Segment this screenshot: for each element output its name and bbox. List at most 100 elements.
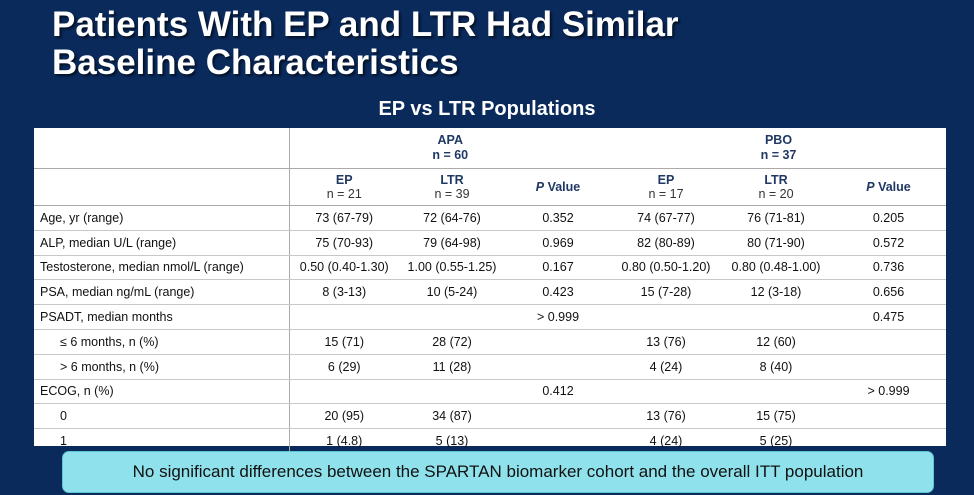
slide-title: Patients With EP and LTR Had Similar Bas… <box>52 6 679 82</box>
group-header-apa: APA n = 60 <box>288 128 611 169</box>
table-cell: 72 (64-76) <box>399 205 505 231</box>
baseline-characteristics-table: APA n = 60 PBO n = 37 EP n = 21 LTR n = … <box>34 128 946 453</box>
table-cell: 12 (3-18) <box>721 279 831 306</box>
table-cell: 4 (24) <box>649 434 683 449</box>
table-cell <box>288 304 399 330</box>
table-cell: 79 (64-98) <box>399 230 505 256</box>
baseline-table-container: APA n = 60 PBO n = 37 EP n = 21 LTR n = … <box>34 128 946 453</box>
table-cell <box>831 354 946 380</box>
subheader-apa-pvalue: P Value <box>505 169 611 206</box>
table-cell: 0.475 <box>831 304 946 330</box>
table-cell: 8 (40) <box>721 354 831 380</box>
table-cell: 0.50 (0.40-1.30) <box>288 255 399 281</box>
subheader-n: n = 21 <box>326 187 362 201</box>
row-label: > 6 months, n (%) <box>34 354 289 380</box>
table-cell: 0.205 <box>831 205 946 231</box>
table-cell: 0.412 <box>505 379 611 405</box>
p-letter: P <box>535 180 545 194</box>
table-cell: 10 (5-24) <box>399 279 505 306</box>
row-label: PSA, median ng/mL (range) <box>34 279 289 306</box>
group-n: n = 37 <box>760 148 797 162</box>
group-name: APA <box>437 133 463 147</box>
table-cell <box>831 329 946 355</box>
table-cell <box>505 354 611 380</box>
table-cell: 11 (28) <box>399 354 505 380</box>
table-subtitle: EP vs LTR Populations <box>378 98 596 120</box>
table-cell <box>399 379 505 405</box>
table-cell: 80 (71-90) <box>721 230 831 256</box>
subheader-name: LTR <box>764 173 788 187</box>
table-row: ALP, median U/L (range) 75 (70-93) 79 (64-… <box>34 230 946 256</box>
row-label: ≤ 6 months, n (%) <box>34 329 289 355</box>
row-label: Testosterone, median nmol/L (range) <box>34 255 289 281</box>
table-cell: > 0.999 <box>831 379 946 405</box>
table-row: 0 20 (95) 34 (87) 13 (76) 15 (75) <box>34 403 946 430</box>
p-suffix: Value <box>544 180 581 194</box>
subheader-apa-ltr: LTR n = 39 <box>399 169 505 206</box>
subheader-name: LTR <box>440 173 464 187</box>
subheader-n: n = 39 <box>434 187 470 201</box>
table-cell <box>505 403 611 430</box>
table-cell: 5 (25) <box>759 434 793 449</box>
table-cell: > 0.999 <box>505 304 611 330</box>
subheader-name: EP <box>335 173 353 187</box>
table-row: Age, yr (range) 73 (67-79) 72 (64-76) 0.352… <box>34 205 946 231</box>
subheader-pbo-pvalue: P Value <box>831 169 946 206</box>
table-row: ECOG, n (%) 0.412 > 0.999 <box>34 379 946 405</box>
row-label: PSADT, median months <box>34 304 289 330</box>
table-row: > 6 months, n (%) 6 (29) 11 (28) 4 (24) 8 (4… <box>34 354 946 380</box>
subheader-pbo-ltr: LTR n = 20 <box>721 169 831 206</box>
table-cell: 0.423 <box>505 279 611 306</box>
subheader-n: n = 17 <box>648 187 684 201</box>
table-cell: 0.969 <box>505 230 611 256</box>
table-cell: 15 (75) <box>721 403 831 430</box>
group-header-row: APA n = 60 PBO n = 37 <box>34 128 946 169</box>
subheader-row: EP n = 21 LTR n = 39 P Value EP n = 17 L… <box>34 168 946 206</box>
table-cell: 15 (7-28) <box>611 279 721 306</box>
table-cell: 13 (76) <box>611 403 721 430</box>
table-cell <box>831 403 946 430</box>
p-suffix: Value <box>874 180 911 194</box>
table-row: ≤ 6 months, n (%) 15 (71) 28 (72) 13 (76) 12… <box>34 329 946 355</box>
table-cell <box>721 304 831 330</box>
table-cell <box>611 379 721 405</box>
table-cell <box>399 304 505 330</box>
empty-header-cell <box>34 169 289 206</box>
table-cell: 12 (60) <box>721 329 831 355</box>
row-label: 0 <box>34 403 289 430</box>
table-cell: 0.80 (0.50-1.20) <box>611 255 721 281</box>
empty-header-cell <box>34 128 289 169</box>
table-cell: 0.572 <box>831 230 946 256</box>
table-cell <box>611 304 721 330</box>
subheader-name: EP <box>657 173 675 187</box>
table-cell: 73 (67-79) <box>288 205 399 231</box>
conclusion-banner: No significant differences between the S… <box>62 451 934 493</box>
table-row: 1 1 (4.8) 5 (13) 4 (24) 5 (25) <box>34 428 946 453</box>
table-cell: 15 (71) <box>288 329 399 355</box>
table-body: Age, yr (range) 73 (67-79) 72 (64-76) 0.352… <box>34 205 946 453</box>
table-cell: 0.352 <box>505 205 611 231</box>
row-label: 1 <box>60 434 67 449</box>
table-cell: 6 (29) <box>288 354 399 380</box>
table-row: PSADT, median months > 0.999 0.475 <box>34 304 946 330</box>
table-cell: 28 (72) <box>399 329 505 355</box>
table-cell: 20 (95) <box>288 403 399 430</box>
slide-title-line-2: Baseline Characteristics <box>52 43 459 82</box>
table-cell: 0.736 <box>831 255 946 281</box>
table-cell: 34 (87) <box>399 403 505 430</box>
group-header-pbo: PBO n = 37 <box>611 128 946 169</box>
table-cell <box>505 429 611 453</box>
table-cell: 74 (67-77) <box>611 205 721 231</box>
table-cell: 13 (76) <box>611 329 721 355</box>
table-cell: 0.167 <box>505 255 611 281</box>
row-label: Age, yr (range) <box>34 205 289 231</box>
table-cell: 76 (71-81) <box>721 205 831 231</box>
table-row: PSA, median ng/mL (range) 8 (3-13) 10 (5-2… <box>34 279 946 306</box>
table-cell: 0.656 <box>831 279 946 306</box>
table-cell: 75 (70-93) <box>288 230 399 256</box>
table-cell: 1 (4.8) <box>288 428 399 453</box>
group-name: PBO <box>764 133 793 147</box>
subheader-apa-ep: EP n = 21 <box>288 168 399 206</box>
table-row: Testosterone, median nmol/L (range) 0.50 … <box>34 255 946 281</box>
group-n: n = 60 <box>432 148 469 162</box>
